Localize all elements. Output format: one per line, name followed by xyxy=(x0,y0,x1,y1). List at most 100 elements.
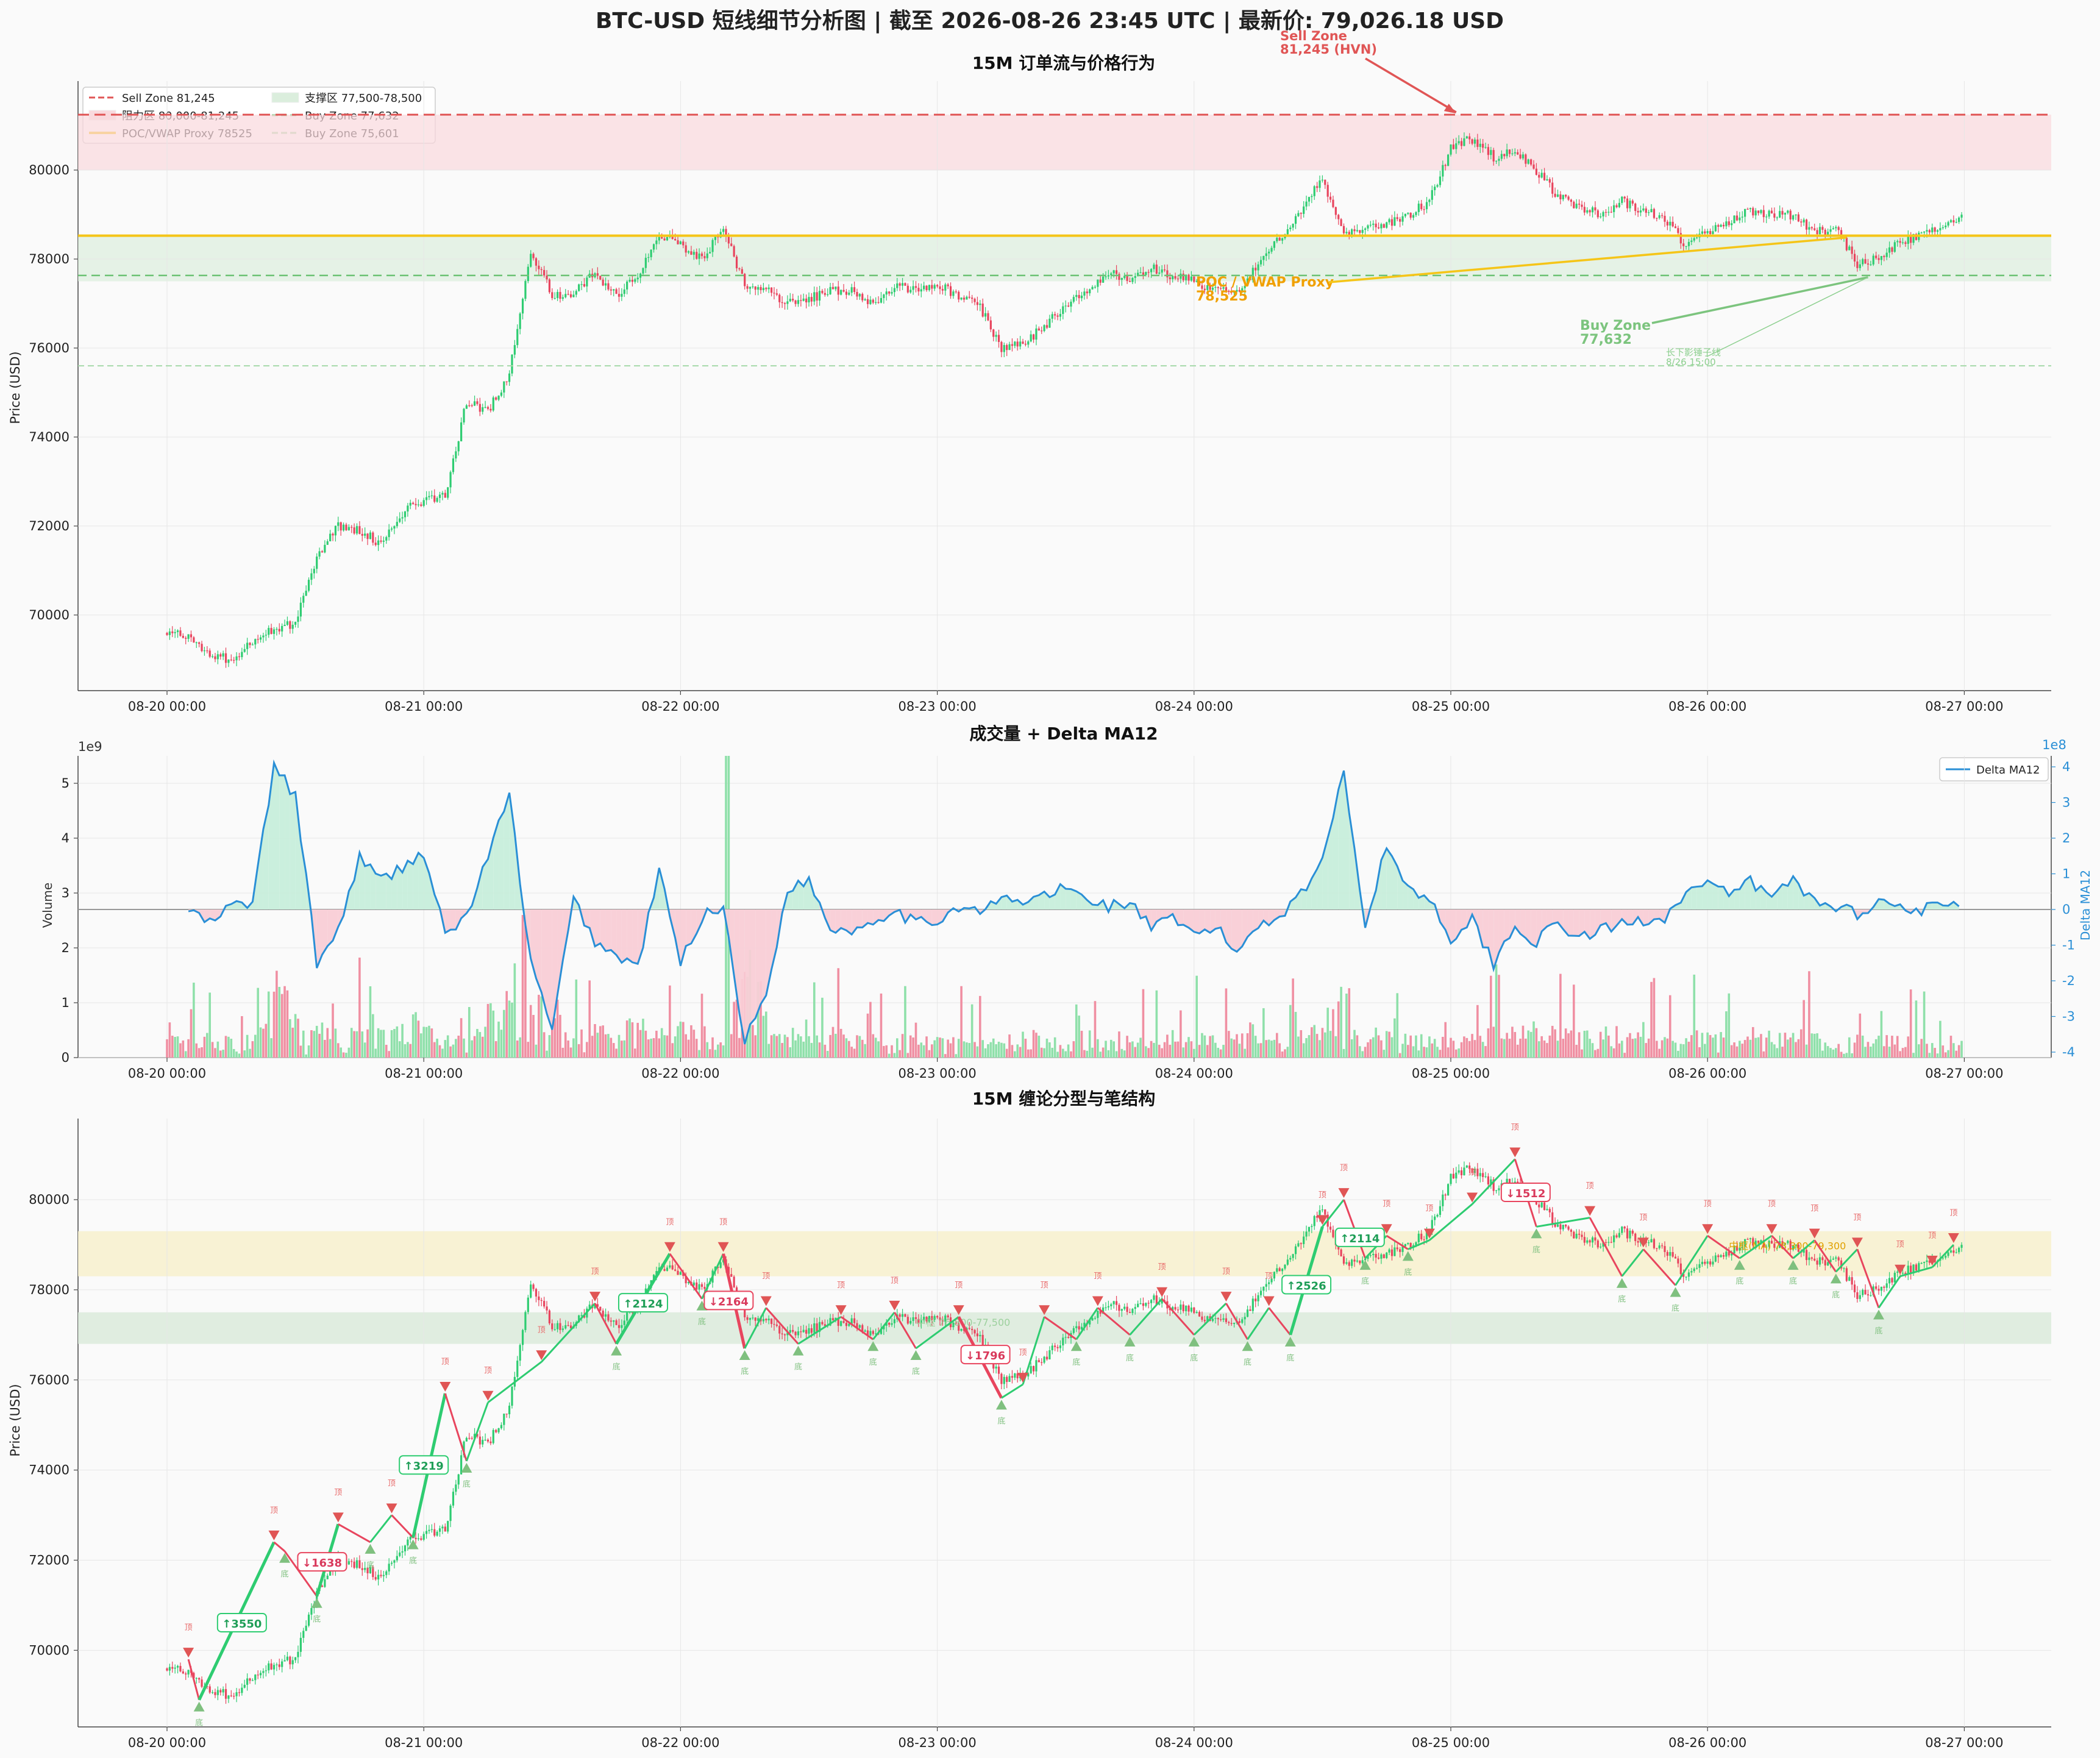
delta-fill xyxy=(1482,909,1489,948)
price-candle-body xyxy=(1853,254,1856,262)
volume-bar xyxy=(949,1043,952,1058)
delta-fill xyxy=(1237,909,1242,952)
volume-bar xyxy=(208,992,211,1058)
chan-candle-body xyxy=(1112,1301,1115,1304)
chan-candle-body xyxy=(254,1674,257,1681)
chan-xtick-label: 08-27 00:00 xyxy=(1925,1735,2003,1750)
price-candle-body xyxy=(1332,199,1334,207)
price-candle-body xyxy=(1575,204,1578,208)
price-panel-title: 15M 订单流与价格行为 xyxy=(972,53,1156,73)
volume-bar xyxy=(342,1052,345,1058)
chan-candle-body xyxy=(1201,1316,1203,1320)
chan-candle-body xyxy=(1714,1255,1717,1262)
volume-bar xyxy=(315,1025,318,1058)
chan-candle-body xyxy=(1425,1232,1428,1240)
volume-bar xyxy=(992,1038,995,1058)
chan-candle-body xyxy=(1907,1265,1909,1275)
volume-bar xyxy=(1059,1045,1062,1058)
price-candle-body xyxy=(909,290,912,293)
price-candle-body xyxy=(1383,224,1385,228)
bottom-fractal-marker xyxy=(407,1539,419,1550)
chan-candle-body xyxy=(1187,1305,1190,1312)
chan-candle-body xyxy=(810,1328,813,1333)
price-candle-body xyxy=(1056,315,1059,317)
price-candle-body xyxy=(1166,270,1169,278)
volume-bar xyxy=(224,1036,227,1058)
top-fractal-marker xyxy=(1017,1373,1028,1383)
price-candle-body xyxy=(703,256,706,258)
chan-candle-body xyxy=(733,1276,735,1287)
delta-ytick-label: -4 xyxy=(2062,1045,2075,1059)
chan-candle-body xyxy=(692,1282,695,1286)
chan-candle-body xyxy=(829,1318,831,1326)
volume-bar xyxy=(1476,1005,1479,1058)
price-candle-body xyxy=(540,269,543,270)
chan-candle-body xyxy=(176,1665,179,1668)
chan-candle-body xyxy=(1958,1248,1960,1253)
price-candle-body xyxy=(1153,265,1155,269)
price-candle-body xyxy=(687,251,690,253)
volume-bar xyxy=(1882,1046,1885,1058)
volume-bar xyxy=(1000,1042,1003,1058)
price-candle-body xyxy=(1591,207,1594,213)
price-candle-body xyxy=(1016,341,1019,347)
price-candle-body xyxy=(508,373,511,382)
price-candle-body xyxy=(1187,274,1190,281)
delta-panel-ylabel: Delta MA12 xyxy=(2078,870,2093,941)
top-fractal-marker xyxy=(1220,1292,1232,1302)
volume-bar xyxy=(1677,1050,1679,1058)
sell-zone-annotation-line: Sell Zone xyxy=(1280,29,1347,43)
chan-candle-body xyxy=(1551,1212,1554,1224)
price-candle-body xyxy=(190,634,193,638)
price-candle-body xyxy=(1452,144,1454,149)
top-fractal-marker xyxy=(536,1350,547,1361)
price-candle-body xyxy=(444,493,446,498)
volume-bar xyxy=(922,1045,925,1058)
chan-candle-body xyxy=(1604,1242,1607,1243)
price-candle-body xyxy=(324,544,326,553)
volume-bar xyxy=(345,1053,347,1058)
delta-fill xyxy=(1926,902,1932,909)
volume-bar xyxy=(1433,1039,1436,1058)
chan-candle-body xyxy=(302,1631,305,1638)
chan-candle-body xyxy=(257,1674,259,1676)
price-candle-body xyxy=(1126,276,1128,281)
price-candle-body xyxy=(952,291,955,296)
price-candle-body xyxy=(1163,269,1166,271)
top-fractal-label: 顶 xyxy=(334,1488,342,1497)
chan-candle-body xyxy=(1294,1246,1297,1254)
chan-candle-body xyxy=(602,1311,604,1317)
top-fractal-marker xyxy=(953,1305,964,1315)
volume-bar xyxy=(658,1038,661,1058)
volume-bar xyxy=(1591,1043,1594,1058)
chan-candle-body xyxy=(698,1284,700,1290)
volume-bar xyxy=(428,1025,430,1058)
chan-candle-body xyxy=(802,1329,805,1333)
volume-bar xyxy=(1444,1022,1447,1058)
volume-bar xyxy=(1155,990,1158,1058)
volume-bar xyxy=(1682,1044,1685,1058)
buy-zone-arrow xyxy=(1651,276,1868,324)
price-candle-body xyxy=(1262,255,1265,260)
volume-bar xyxy=(952,1037,955,1058)
price-candle-body xyxy=(1396,217,1398,219)
chan-candle-body xyxy=(848,1323,850,1326)
price-candle-body xyxy=(682,241,685,246)
volume-bar xyxy=(671,1043,674,1058)
top-fractal-marker xyxy=(1637,1237,1649,1248)
chan-candle-body xyxy=(1789,1240,1792,1250)
chan-candle-body xyxy=(1495,1190,1498,1191)
price-candle-body xyxy=(800,300,802,301)
price-candle-body xyxy=(347,527,350,530)
price-candle-body xyxy=(1019,341,1022,347)
delta-fill xyxy=(220,905,226,917)
up-stroke xyxy=(1001,1383,1023,1399)
delta-fill xyxy=(1488,909,1494,969)
chan-candle-body xyxy=(615,1320,618,1325)
sell-zone-annotation: Sell Zone 81,245 (HVN) xyxy=(1280,29,1377,57)
price-candle-body xyxy=(610,289,612,291)
volume-bar xyxy=(422,1027,425,1058)
top-fractal-marker xyxy=(332,1512,344,1523)
price-candle-body xyxy=(1696,237,1698,238)
volume-bar xyxy=(588,980,591,1058)
